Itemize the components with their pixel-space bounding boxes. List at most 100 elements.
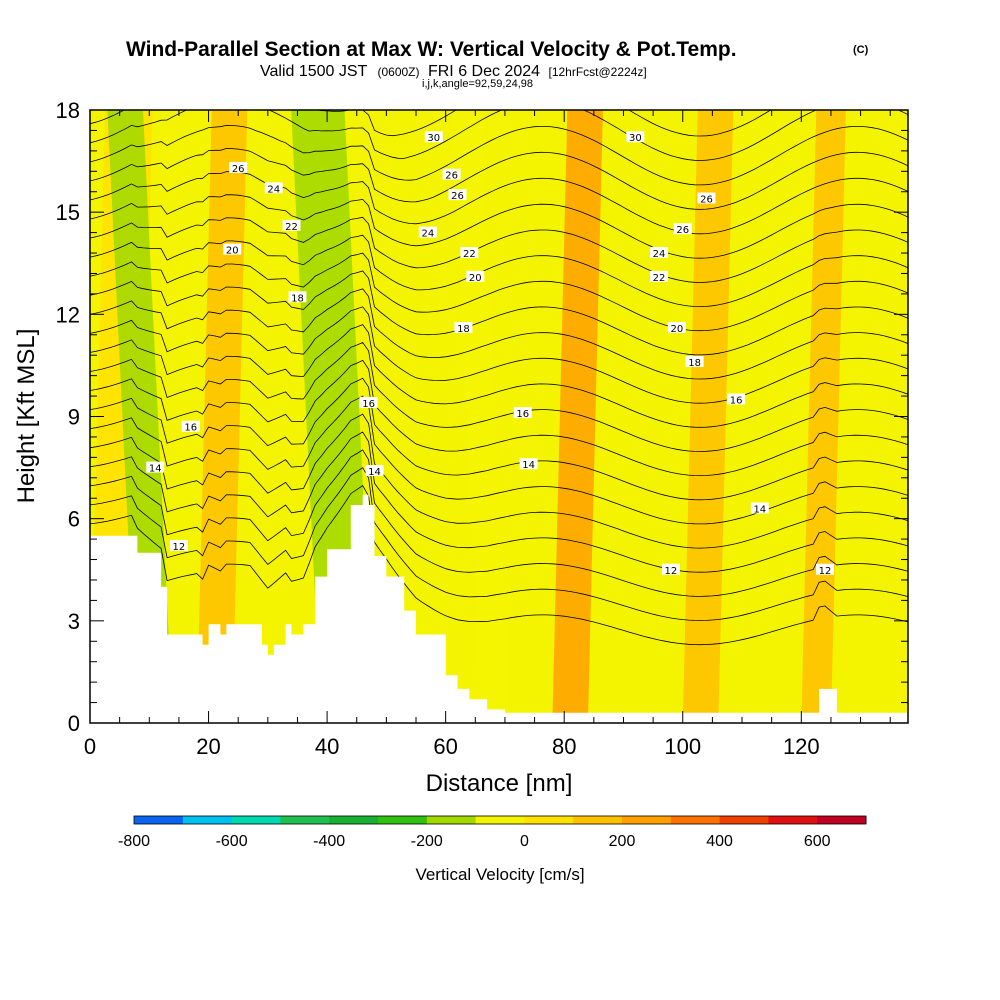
contour-label-bg [288, 291, 307, 303]
y-tick-label: 12 [56, 302, 80, 327]
contour-label: 12 [819, 566, 832, 577]
x-tick-label: 80 [552, 734, 576, 759]
subtitle-fcst: [12hrFcst@2224z] [548, 65, 646, 79]
isentrope-line [90, 110, 908, 161]
colorbar-cell [378, 816, 428, 824]
isentrope-line [90, 194, 908, 259]
contour-label: 22 [653, 273, 666, 284]
y-tick-label: 3 [68, 609, 80, 634]
isentrope-line [90, 485, 908, 646]
isentrope-line [90, 413, 908, 549]
colorbar-tick-label: 0 [520, 833, 529, 850]
y-tick-label: 0 [68, 711, 80, 736]
contour-label-bg [223, 243, 242, 255]
contour-label: 30 [427, 133, 440, 144]
colorbar-cell [182, 816, 233, 824]
subtitle-ijk: i,j,k,angle=92,59,24,98 [422, 78, 533, 90]
contour-label: 24 [653, 249, 666, 260]
x-tick-label: 120 [783, 734, 820, 759]
colorbar-tick-label: 600 [804, 833, 831, 850]
contour-label-bg [650, 247, 669, 259]
contour-label: 18 [457, 324, 470, 335]
contour-label-bg [282, 219, 301, 231]
contour-label-bg [454, 321, 473, 333]
colorbar-cell [329, 816, 379, 824]
subtitle-line: Valid 1500 JST (0600Z) FRI 6 Dec 2024 [1… [260, 63, 647, 80]
colorbar-tick-label: -200 [411, 833, 443, 850]
contour-label-bg [750, 502, 769, 514]
contour-label: 24 [267, 184, 280, 195]
contour-label-bg [626, 131, 645, 143]
colorbar: -800 -600 -400 -200 0 200 400 600 [118, 815, 867, 850]
x-tick-label: 100 [664, 734, 701, 759]
y-tick-label: 15 [56, 200, 80, 225]
contour-label-bg [513, 407, 532, 419]
colorbar-cell [280, 816, 330, 824]
contour-label: 16 [362, 399, 375, 410]
isentrope-line [90, 395, 908, 525]
contour-label-bg [365, 464, 384, 476]
y-axis-label: Height [Kft MSL] [13, 329, 40, 504]
contour-label-bg [650, 270, 669, 282]
velocity-band [196, 110, 248, 723]
contour-label: 20 [469, 273, 482, 284]
contour-label: 30 [629, 133, 642, 144]
contour-label-bg [667, 321, 686, 333]
plot-area: 30 30 26 26 26 26 24 24 24 26 22 22 22 20 20 20 18 18 18 16… [90, 110, 908, 723]
contour-label: 26 [445, 171, 458, 182]
y-tick-label: 9 [68, 405, 80, 430]
contour-label-bg [460, 247, 479, 259]
contour-label: 26 [232, 164, 245, 175]
x-tick-label: 0 [84, 734, 96, 759]
colorbar-cell [573, 816, 623, 824]
contour-label: 12 [173, 542, 186, 553]
contour-label: 16 [184, 423, 197, 434]
contour-label: 26 [700, 195, 713, 206]
contour-label-bg [181, 420, 200, 432]
colorbar-frame [133, 815, 867, 825]
y-tick-label: 6 [68, 507, 80, 532]
contour-label-bg [169, 539, 188, 551]
colorbar-cell [426, 816, 477, 824]
contour-label: 22 [285, 222, 298, 233]
contour-label: 26 [676, 225, 689, 236]
colorbar-cell [134, 816, 184, 824]
colorbar-cell [622, 816, 672, 824]
contour-label-bg [727, 393, 746, 405]
contour-label: 20 [226, 246, 239, 257]
contour-label-bg [673, 223, 692, 235]
theta-contours [90, 110, 908, 646]
isentrope-line [90, 148, 908, 210]
isentrope-line [90, 124, 908, 186]
isentrope-line [90, 377, 908, 501]
contour-label: 14 [522, 460, 535, 471]
isentrope-line [90, 467, 908, 621]
contour-label-bg [229, 161, 248, 173]
colorbar-cell [768, 816, 818, 824]
contour-label-bg [466, 270, 485, 282]
isentrope-line [90, 324, 908, 428]
velocity-band [552, 110, 603, 723]
contour-label-bg [264, 182, 283, 194]
contour-label: 18 [291, 293, 304, 304]
velocity-band [682, 110, 734, 723]
isentrope-line [90, 252, 908, 332]
colorbar-cell [670, 816, 721, 824]
contour-label-bg [359, 396, 378, 408]
isentrope-line [90, 359, 908, 477]
contour-label: 18 [688, 358, 701, 369]
contour-label-bg [697, 192, 716, 204]
subtitle-utc: (0600Z) [377, 65, 419, 79]
contour-label: 26 [451, 191, 464, 202]
contour-label-bg [418, 226, 437, 238]
contour-label: 24 [422, 229, 435, 240]
x-tick-label: 60 [433, 734, 457, 759]
isentrope-line [90, 270, 908, 356]
y-tick-label: 18 [56, 98, 80, 123]
contour-label-bg [442, 168, 461, 180]
contour-label-bg [816, 563, 835, 575]
contour-label-bg [661, 563, 680, 575]
axis-ticks: 0 20 40 60 80 100 120 0 3 6 9 12 15 18 [56, 98, 908, 759]
chart-title: Wind-Parallel Section at Max W: Vertical… [126, 38, 737, 61]
